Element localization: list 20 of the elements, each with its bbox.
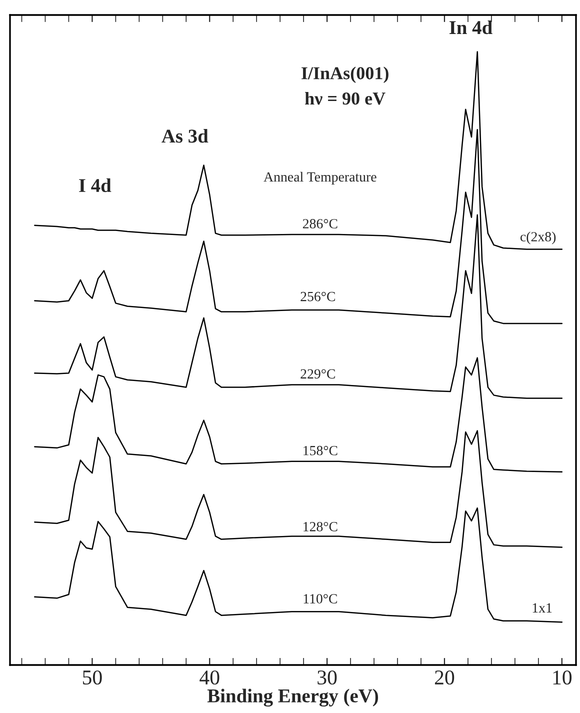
annotation: 128°C [304, 522, 338, 532]
text: In 4d [449, 20, 492, 34]
annotation: 286°C [302, 219, 338, 228]
x-tick-label: 50 [82, 670, 102, 685]
text: hν = 90 eV [304, 92, 386, 105]
x-axis-title: Binding Energy (eV) [207, 688, 378, 707]
annotation: 110°C [304, 594, 337, 604]
x-tick-label: 10 [553, 670, 572, 685]
annotation: Anneal Temperature [264, 172, 376, 184]
annotation: I 4d [79, 178, 112, 192]
annotation: 158°C [304, 446, 338, 456]
x-tick-label: 40 [200, 670, 220, 685]
x-tick-label: 30 [318, 670, 337, 685]
annotation: 229°C [300, 369, 335, 379]
annotation: 256°C [300, 292, 335, 302]
x-tick-label: 20 [434, 670, 454, 685]
annotation: 1x1 [532, 603, 552, 612]
annotation: As 3d [162, 129, 208, 143]
annotation: c(2x8) [520, 232, 556, 244]
text: I/InAs(001) [302, 66, 388, 83]
